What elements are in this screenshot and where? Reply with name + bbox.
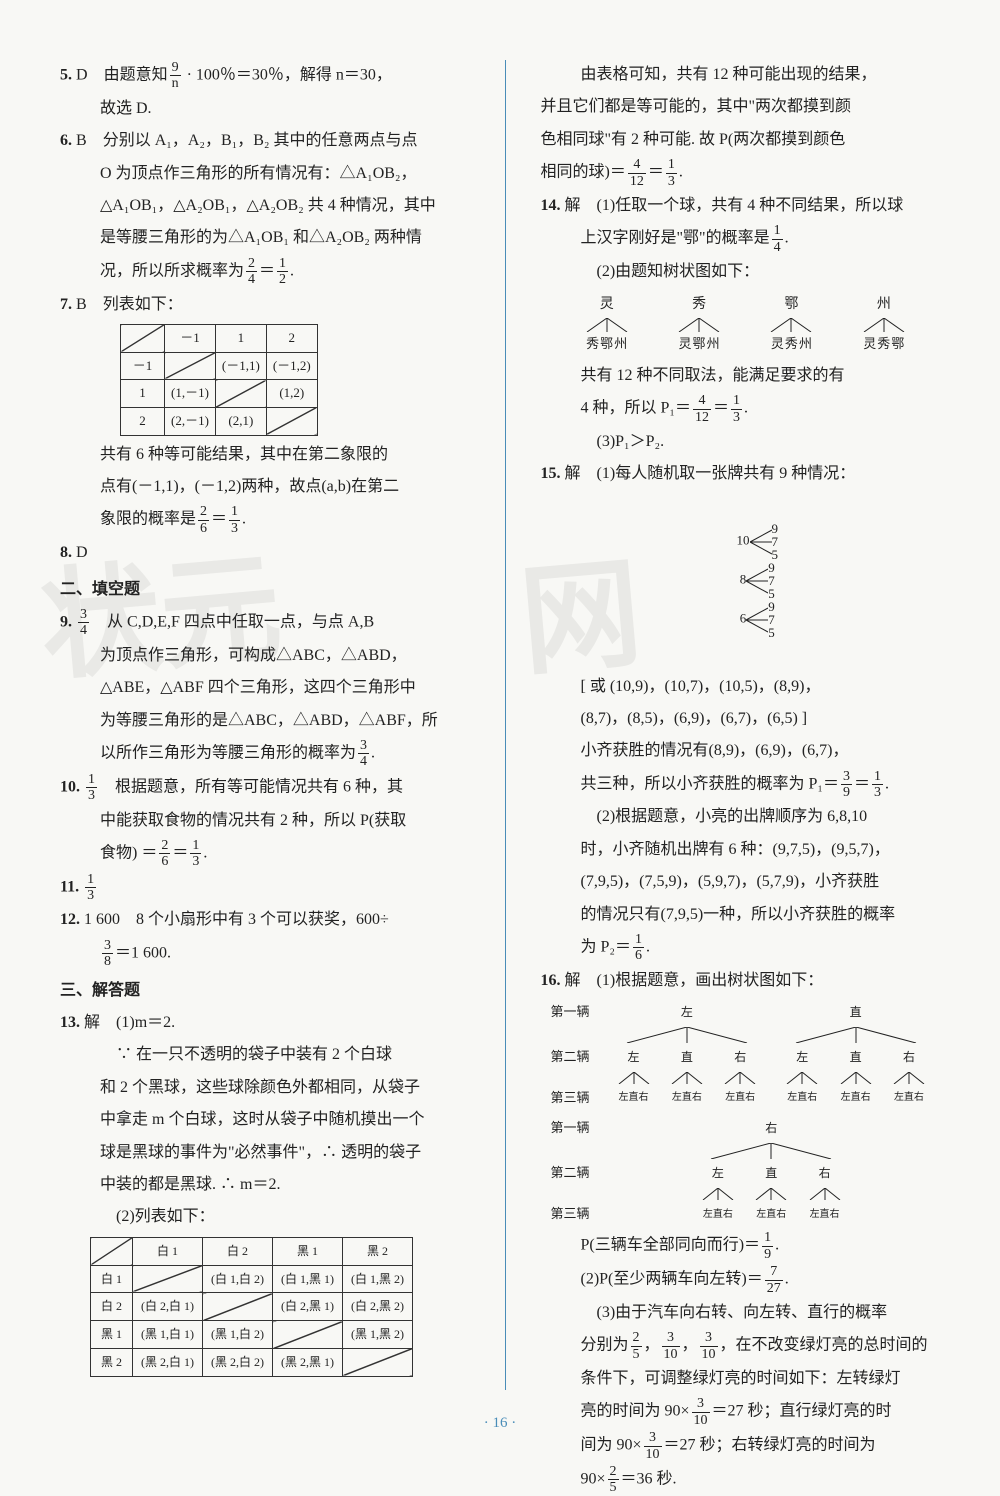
q5-line1: 5. D 由题意知9n · 100％＝30％，解得 n＝30，: [60, 60, 470, 92]
q13-head: 13. 解 (1)m＝2.: [60, 1008, 470, 1038]
q12-line1: 12. 1 600 8 个小扇形中有 3 个可以获奖，600÷: [60, 905, 470, 935]
q5-answer: D: [76, 67, 88, 84]
section-2-title: 二、填空题: [60, 575, 470, 605]
q9-line1: 9. 34 从 C,D,E,F 四点中任取一点，与点 A,B: [60, 607, 470, 639]
q7-table: －112 －1(－1,1)(－1,2) 1(1,－1)(1,2) 2(2,－1)…: [120, 324, 318, 436]
page-number: · 16 ·: [484, 1415, 517, 1432]
q8: 8. D: [60, 538, 470, 568]
q11: 11. 13: [60, 872, 470, 904]
q12-answer: 1 600: [84, 911, 120, 928]
q16-tree: 第一辆 左直 第二辆 左直右 左直右 第三辆 左直右左直右: [551, 1000, 941, 1226]
q8-answer: D: [76, 544, 88, 561]
right-column: 由表格可知，共有 12 种可能出现的结果， 并且它们都是等可能的，其中"两次都摸…: [541, 60, 951, 1390]
q15-head: 15. 解 (1)每人随机取一张牌共有 9 种情况：: [541, 459, 951, 489]
column-divider: [505, 60, 506, 1390]
q10-line1: 10. 13 根据题意，所有等可能情况共有 6 种，其: [60, 772, 470, 804]
q6-answer: B: [76, 132, 87, 149]
q13-table: 白 1白 2黑 1黑 2 白 1(白 1,白 2)(白 1,黑 1)(白 1,黑…: [90, 1237, 413, 1377]
two-column-layout: 5. D 由题意知9n · 100％＝30％，解得 n＝30， 故选 D. 6.…: [60, 60, 950, 1390]
q15-arrow-tree: 10975 8975 6975: [541, 492, 951, 670]
q5-line2: 故选 D.: [60, 94, 470, 124]
q16-head: 16. 解 (1)根据题意，画出树状图如下：: [541, 966, 951, 996]
q6-line1: 6. B 分别以 A₁，A₂，B₁，B₂ 其中的任意两点与点: [60, 126, 470, 156]
q14-tree: 灵秀鄂州 秀灵鄂州 鄂灵秀州 州灵秀鄂: [561, 292, 931, 357]
q14-head: 14. 解 (1)任取一个球，共有 4 种不同结果，所以球: [541, 191, 951, 221]
left-column: 5. D 由题意知9n · 100％＝30％，解得 n＝30， 故选 D. 6.…: [60, 60, 470, 1390]
q7-answer: B: [76, 296, 87, 313]
section-3-title: 三、解答题: [60, 976, 470, 1006]
q7-line1: 7. B 列表如下：: [60, 290, 470, 320]
